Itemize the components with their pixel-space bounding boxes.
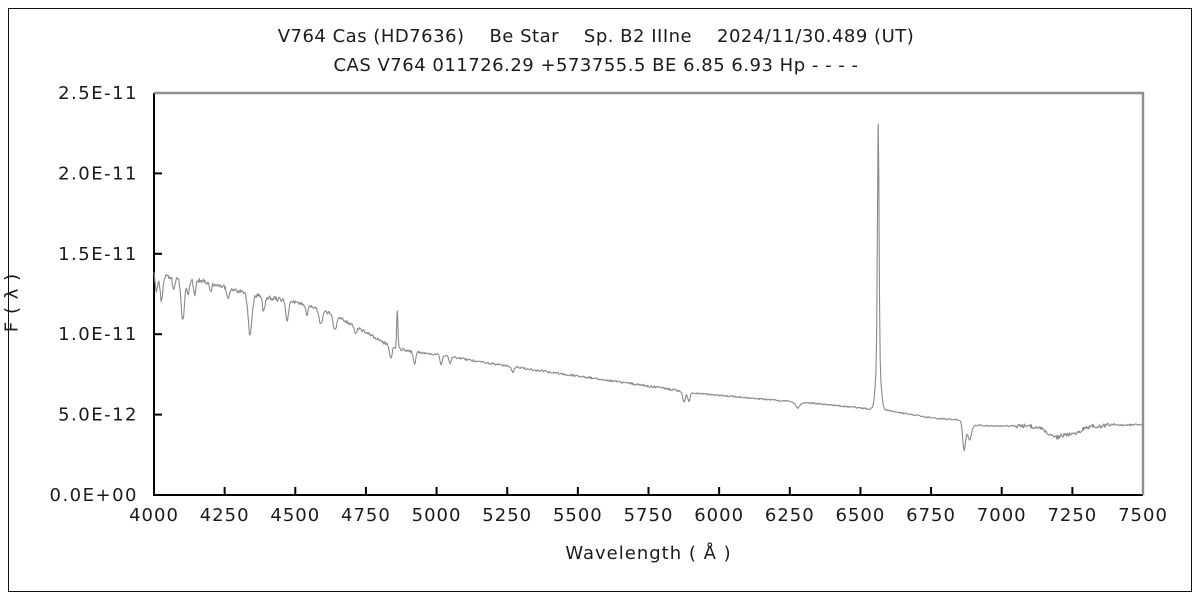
- x-tick-label: 7250: [1047, 505, 1097, 526]
- x-axis-title: Wavelength ( Å ): [565, 543, 732, 564]
- x-tick-label: 5250: [482, 505, 532, 526]
- y-tick-label: 2.0E-11: [58, 163, 138, 184]
- x-tick-label: 5000: [412, 505, 462, 526]
- x-tick-label: 4000: [129, 505, 179, 526]
- x-tick-label: 7500: [1118, 505, 1168, 526]
- axis-tick-labels: 4000 4250 4500 4750 5000 5250 5500 5750 6000 6250…: [50, 83, 1168, 526]
- x-tick-label: 4250: [200, 505, 250, 526]
- x-tick-label: 4750: [341, 505, 391, 526]
- y-tick-label: 0.0E+00: [50, 485, 139, 506]
- x-tick-label: 5500: [553, 505, 603, 526]
- y-tick-label: 5.0E-12: [58, 405, 138, 426]
- axis-ticks: [154, 172, 1074, 495]
- x-tick-label: 7000: [977, 505, 1027, 526]
- x-tick-label: 5750: [624, 505, 674, 526]
- y-tick-label: 1.5E-11: [58, 244, 138, 265]
- y-tick-label: 1.0E-11: [58, 324, 138, 345]
- x-tick-label: 6500: [836, 505, 886, 526]
- spectrum-series: [153, 123, 1144, 452]
- x-tick-label: 6250: [765, 505, 815, 526]
- y-tick-label: 2.5E-11: [58, 83, 138, 104]
- x-tick-label: 6000: [694, 505, 744, 526]
- spectrum-line: [153, 123, 1144, 452]
- x-tick-label: 4500: [270, 505, 320, 526]
- chart-title: V764 Cas (HD7636) Be Star Sp. B2 IIIne 2…: [277, 26, 915, 47]
- chart-subtitle: CAS V764 011726.29 +573755.5 BE 6.85 6.9…: [333, 55, 859, 76]
- plot-frame: [153, 91, 1145, 496]
- x-tick-label: 6750: [906, 505, 956, 526]
